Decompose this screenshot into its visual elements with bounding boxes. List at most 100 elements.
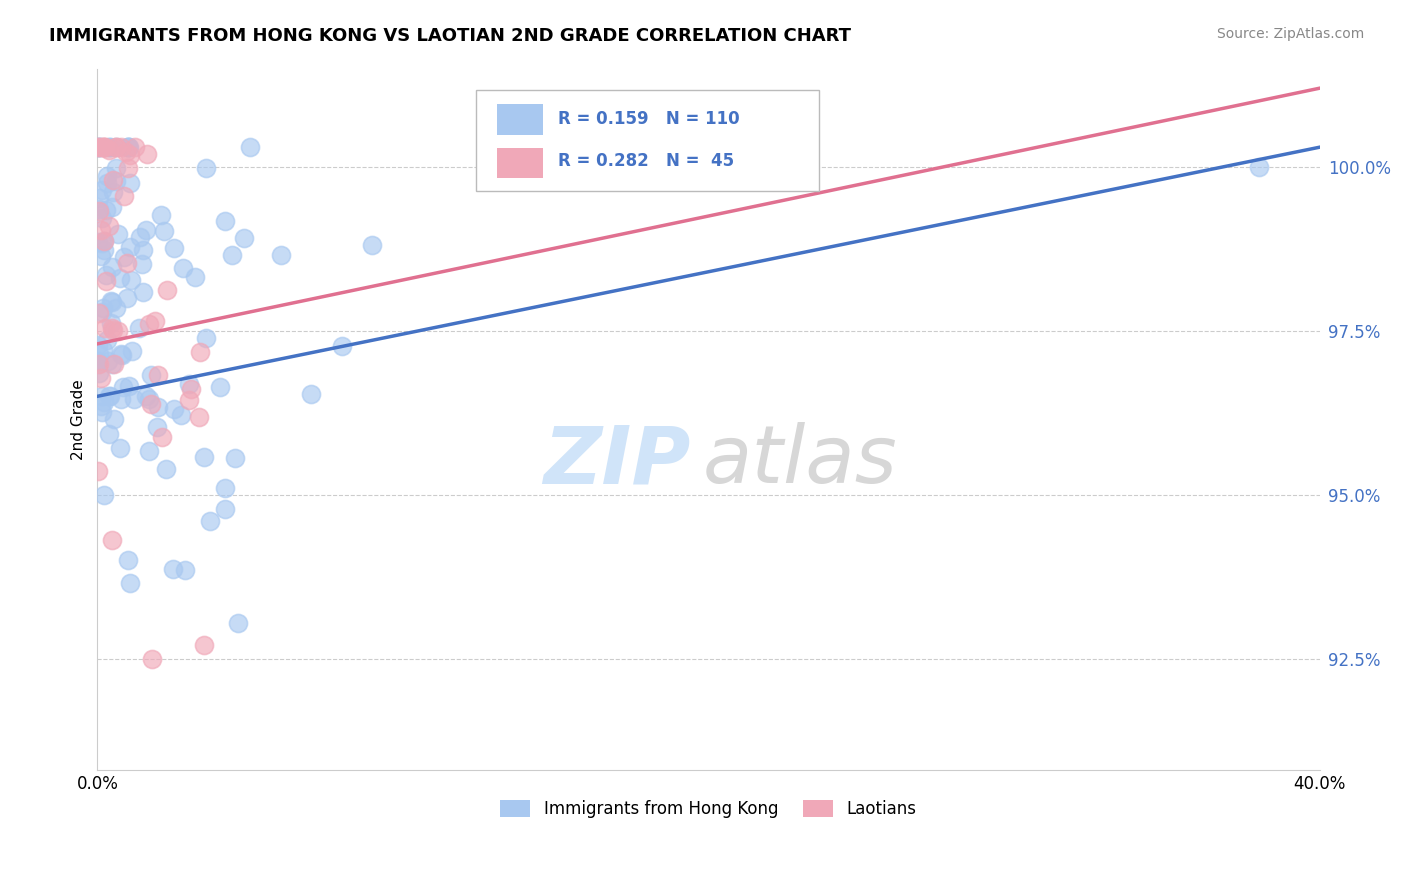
Point bbox=[107, 324, 129, 338]
Point bbox=[104, 140, 127, 154]
Point bbox=[101, 357, 124, 371]
Point bbox=[117, 161, 139, 176]
Point bbox=[98, 389, 121, 403]
Point bbox=[89, 140, 111, 154]
Point bbox=[91, 301, 114, 316]
Point bbox=[138, 444, 160, 458]
Point bbox=[96, 169, 118, 183]
Point bbox=[90, 404, 112, 418]
Point bbox=[93, 140, 115, 154]
Point bbox=[155, 462, 177, 476]
Point bbox=[1247, 160, 1270, 174]
Point bbox=[112, 189, 135, 203]
Point bbox=[89, 366, 111, 380]
Legend: Immigrants from Hong Kong, Laotians: Immigrants from Hong Kong, Laotians bbox=[494, 793, 924, 825]
Point bbox=[100, 316, 122, 330]
Point bbox=[132, 285, 155, 300]
Point bbox=[228, 615, 250, 630]
Text: ZIP: ZIP bbox=[543, 422, 690, 500]
Point bbox=[111, 347, 134, 361]
Point bbox=[120, 273, 142, 287]
Point bbox=[89, 306, 111, 320]
Point bbox=[107, 227, 129, 241]
Point bbox=[91, 304, 114, 318]
Point bbox=[177, 377, 200, 392]
Point bbox=[98, 140, 121, 154]
Point bbox=[115, 256, 138, 270]
Point bbox=[94, 321, 117, 335]
Point bbox=[90, 211, 112, 225]
Point bbox=[110, 140, 132, 154]
Point bbox=[90, 371, 112, 385]
Point bbox=[139, 397, 162, 411]
Point bbox=[105, 140, 128, 154]
Point bbox=[270, 248, 292, 262]
Point bbox=[214, 501, 236, 516]
Y-axis label: 2nd Grade: 2nd Grade bbox=[72, 379, 86, 459]
Point bbox=[94, 268, 117, 283]
FancyBboxPatch shape bbox=[477, 89, 818, 191]
Point bbox=[180, 382, 202, 396]
Point bbox=[87, 140, 110, 154]
Point bbox=[233, 231, 256, 245]
Point bbox=[135, 389, 157, 403]
Point bbox=[330, 339, 353, 353]
Point bbox=[91, 343, 114, 358]
Point bbox=[120, 240, 142, 254]
Point bbox=[118, 148, 141, 162]
Point bbox=[198, 514, 221, 528]
Point bbox=[91, 140, 114, 154]
Point bbox=[89, 202, 111, 216]
Point bbox=[129, 230, 152, 244]
Point bbox=[117, 379, 139, 393]
Point bbox=[148, 368, 170, 383]
Point bbox=[110, 392, 132, 407]
Point bbox=[98, 140, 121, 154]
FancyBboxPatch shape bbox=[498, 104, 544, 135]
Point bbox=[105, 140, 128, 154]
Point bbox=[183, 270, 205, 285]
Point bbox=[91, 183, 114, 197]
Point bbox=[188, 409, 211, 424]
Point bbox=[97, 219, 120, 233]
Point bbox=[96, 176, 118, 190]
Point bbox=[87, 357, 110, 371]
Point bbox=[141, 368, 163, 383]
Point bbox=[93, 234, 115, 248]
Point bbox=[135, 223, 157, 237]
Point bbox=[87, 346, 110, 360]
Point bbox=[117, 140, 139, 154]
Point bbox=[299, 386, 322, 401]
Point bbox=[101, 323, 124, 337]
Point bbox=[124, 140, 146, 154]
Text: R = 0.282   N =  45: R = 0.282 N = 45 bbox=[558, 153, 734, 170]
Point bbox=[105, 301, 128, 315]
Point bbox=[156, 283, 179, 297]
Point bbox=[117, 553, 139, 567]
Point bbox=[214, 214, 236, 228]
Point bbox=[150, 430, 173, 444]
Point bbox=[148, 400, 170, 414]
Point bbox=[194, 161, 217, 175]
Point bbox=[146, 420, 169, 434]
Point bbox=[135, 147, 157, 161]
Point bbox=[90, 249, 112, 263]
Point bbox=[143, 314, 166, 328]
Point bbox=[117, 140, 139, 154]
Point bbox=[101, 185, 124, 199]
Point bbox=[172, 260, 194, 275]
Point bbox=[87, 357, 110, 371]
Point bbox=[100, 200, 122, 214]
Point bbox=[224, 450, 246, 465]
Point bbox=[87, 338, 110, 352]
Point bbox=[101, 172, 124, 186]
Point bbox=[188, 344, 211, 359]
Point bbox=[101, 321, 124, 335]
Point bbox=[100, 293, 122, 308]
Point bbox=[138, 392, 160, 406]
Point bbox=[93, 243, 115, 257]
Point bbox=[87, 353, 110, 368]
Point bbox=[93, 488, 115, 502]
Point bbox=[121, 344, 143, 359]
Point bbox=[141, 651, 163, 665]
